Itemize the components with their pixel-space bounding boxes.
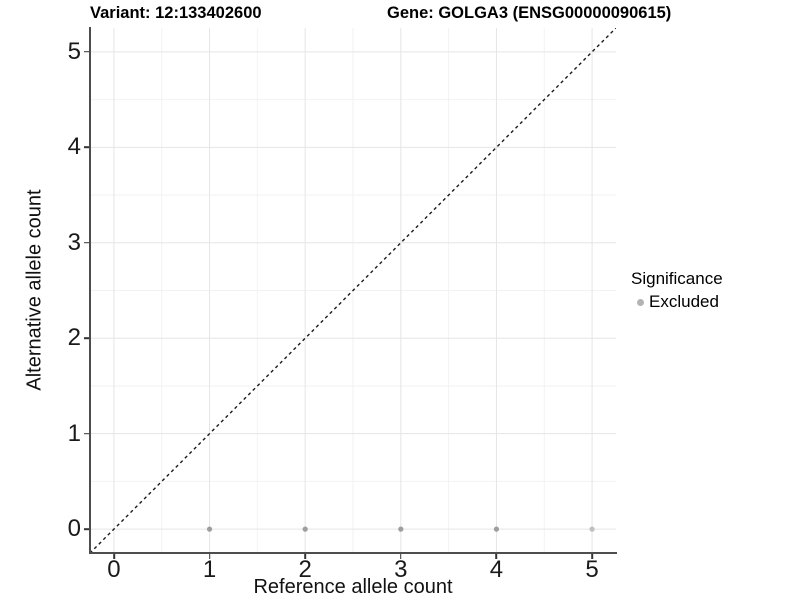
x-axis-title: Reference allele count [253, 576, 453, 598]
x-tick-mark [208, 554, 211, 559]
y-tick-mark [84, 241, 89, 244]
gene-title: Gene: GOLGA3 (ENSG00000090615) [387, 4, 672, 22]
data-point [589, 526, 595, 532]
y-tick-mark [84, 51, 89, 53]
legend-item-excluded: Excluded [631, 292, 723, 312]
x-tick-label: 4 [489, 556, 504, 583]
grid-major-lines [90, 28, 616, 553]
y-axis-title: Alternative allele count [23, 189, 46, 391]
legend: Significance Excluded [631, 269, 723, 312]
y-tick-label: 5 [67, 37, 81, 65]
legend-item-label: Excluded [649, 292, 719, 311]
y-tick-mark [84, 528, 89, 530]
plot-panel [90, 28, 616, 553]
data-point [302, 526, 308, 532]
data-point [206, 526, 213, 532]
y-tick-label: 1 [67, 419, 81, 447]
x-axis-line [89, 552, 617, 554]
y-tick-mark [84, 146, 89, 149]
y-tick-label: 4 [67, 133, 81, 161]
x-tick-label: 0 [107, 556, 121, 583]
y-tick-mark [84, 432, 89, 435]
data-points [206, 526, 595, 532]
x-tick-mark [495, 554, 498, 559]
data-point [398, 526, 404, 532]
y-tick-label: 2 [67, 324, 81, 352]
data-point [493, 526, 500, 532]
legend-title: Significance [631, 269, 723, 288]
x-tick-mark [591, 554, 593, 559]
y-tick-label: 3 [67, 228, 81, 256]
plot-svg [90, 28, 616, 553]
x-tick-mark [400, 554, 402, 559]
y-axis-line [89, 27, 91, 554]
variant-title: Variant: 12:133402600 [90, 4, 262, 22]
x-tick-label: 5 [585, 556, 599, 583]
x-tick-label: 2 [298, 556, 312, 583]
x-tick-label: 3 [394, 556, 408, 583]
x-tick-label: 1 [202, 556, 217, 583]
x-tick-mark [113, 554, 115, 559]
y-tick-mark [84, 337, 89, 340]
grid-minor-lines [90, 28, 616, 553]
y-tick-label: 0 [67, 515, 81, 543]
x-tick-mark [304, 554, 306, 559]
legend-key-dot-icon [637, 298, 644, 306]
identity-dashed-line [90, 28, 616, 553]
